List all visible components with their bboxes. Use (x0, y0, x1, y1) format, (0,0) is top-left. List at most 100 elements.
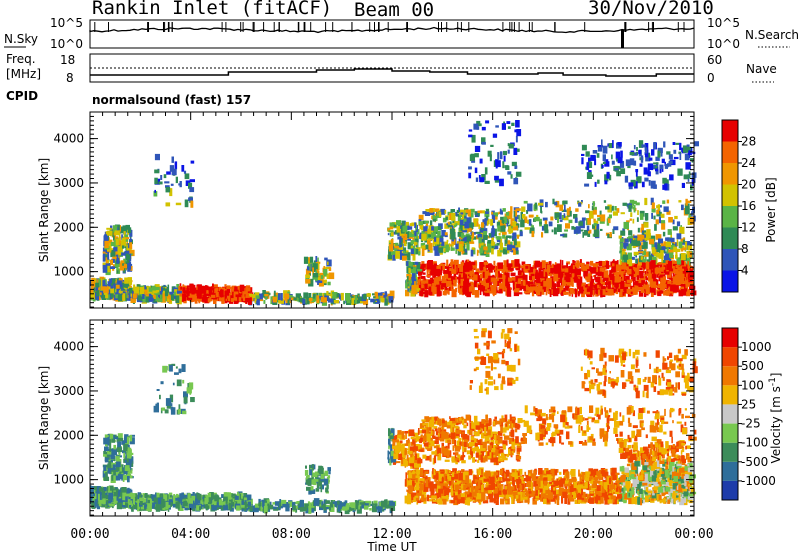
powerData-cell-3773 (669, 259, 672, 262)
powerData-cell-2509 (451, 275, 453, 282)
velData-cell-229 (106, 500, 109, 508)
powerData-cell-3167 (450, 209, 455, 213)
powerData-cell-3451 (562, 233, 568, 238)
powerData-cell-3788 (643, 241, 648, 249)
powerData-cell-2690 (622, 276, 624, 281)
velData-cell-408 (107, 434, 110, 441)
powerData-cell-2505 (533, 286, 539, 292)
powerData-cell-3666 (581, 153, 585, 156)
powerData-cell-3002 (424, 212, 431, 216)
velData-cell-979 (178, 368, 182, 374)
powerData-cell-3038 (513, 224, 517, 231)
powerData-cell-291 (102, 251, 106, 254)
velData-cell-385 (115, 471, 119, 476)
powerData-cell-2662 (561, 265, 566, 269)
powerData-cell-2235 (473, 279, 478, 288)
powerData-cell-3297 (517, 148, 520, 152)
powerData-cell-907 (222, 287, 225, 291)
velData-cell-965 (188, 382, 194, 390)
velData-cell-213 (99, 493, 105, 499)
powerData-cell-2089 (474, 260, 477, 269)
velData-cell-358 (112, 448, 117, 456)
powerData-cell-968 (185, 200, 188, 203)
powerData-cell-255 (102, 280, 106, 288)
powerData-cell-3264 (513, 147, 518, 155)
powerData-cell-3027 (509, 235, 512, 239)
powerData-cell-3380 (622, 228, 625, 232)
velData-cell-1010 (326, 476, 330, 484)
powerData-cell-3883 (670, 238, 672, 243)
powerData-cell-2352 (566, 263, 568, 269)
powerData-cell-3372 (684, 203, 690, 210)
powerData-cell-3720 (635, 267, 639, 276)
powerData-cell-2396 (406, 261, 409, 266)
powerData-cell-1027 (328, 272, 335, 280)
velData-cell-825 (167, 494, 170, 502)
velData-cell-934 (232, 496, 235, 499)
powerData-cell-3890 (627, 252, 632, 260)
velData-cell-403 (103, 454, 107, 457)
powerData-cell-2383 (545, 290, 548, 296)
powerData-cell-3630 (682, 145, 689, 153)
velData-cell-944 (135, 495, 138, 501)
velData-cell-212 (109, 500, 113, 507)
velData-cell-960 (165, 398, 172, 406)
powerData-cell-3654 (685, 162, 691, 170)
powerData-cell-3669 (605, 159, 609, 166)
powerData-cell-2240 (612, 272, 617, 276)
powerData-cell-2243 (645, 277, 650, 281)
powerData-cell-3309 (545, 201, 548, 208)
powerData-cell-3198 (470, 249, 474, 257)
powerData-cell-2571 (636, 273, 639, 280)
powerData-cell-1275 (370, 298, 375, 303)
powerData-cell-1580 (633, 282, 637, 286)
powerData-cell-1698 (589, 285, 593, 291)
powerData-cell-3125 (479, 247, 484, 254)
powerData-cell-2924 (510, 206, 513, 214)
powerData-cell-1261 (308, 298, 313, 301)
powerData-cell-2771 (452, 261, 457, 265)
powerData-cell-3150 (419, 225, 422, 230)
powerData-cell-3206 (500, 219, 503, 226)
powerData-cell-3791 (619, 246, 622, 252)
powerData-cell-2404 (552, 288, 559, 297)
velData-cell-266 (130, 434, 135, 437)
powerData-cell-3486 (581, 217, 586, 221)
velData-cell-323 (129, 461, 134, 467)
powerData-cell-3228 (450, 231, 456, 240)
powerData-cell-1225 (381, 297, 385, 303)
powerData-cell-3849 (680, 247, 684, 252)
powerData-cell-3479 (560, 234, 565, 237)
powerData-cell-3156 (500, 249, 503, 253)
powerData-cell-1271 (245, 299, 248, 304)
powerData-cell-3848 (621, 262, 627, 268)
powerData-cell-2597 (408, 267, 412, 274)
powerData-cell-980 (158, 181, 163, 185)
powerData-cell-1175 (280, 293, 283, 301)
velData-cell-775 (192, 501, 198, 508)
powerData-cell-3220 (483, 246, 488, 251)
powerData-cell-368 (123, 231, 126, 238)
powerData-cell-416 (123, 264, 127, 269)
powerData-cell-1796 (424, 287, 428, 293)
powerData-cell-3612 (688, 150, 692, 156)
powerData-cell-3533 (668, 154, 673, 160)
powerData-cell-241 (122, 293, 126, 301)
powerData-cell-2281 (595, 287, 600, 295)
powerData-cell-3223 (462, 230, 468, 233)
powerData-cell-2213 (407, 286, 410, 289)
velData-cell-270 (109, 469, 115, 475)
powerData-cell-2430 (626, 279, 633, 283)
powerData-cell-2940 (449, 213, 453, 220)
velData-cell-742 (143, 499, 146, 507)
powerData-cell-3898 (686, 250, 689, 259)
velData-cell-859 (168, 499, 172, 502)
powerData-cell-3532 (673, 156, 679, 160)
powerData-cell-2851 (482, 228, 488, 233)
powerData-cell-957 (184, 199, 189, 208)
powerData-cell-3530 (655, 162, 659, 170)
powerData-cell-1230 (336, 293, 341, 298)
power-colorbar-tick-0: 4 (741, 264, 749, 278)
powerData-cell-2549 (518, 288, 523, 291)
powerData-cell-3471 (603, 200, 607, 203)
